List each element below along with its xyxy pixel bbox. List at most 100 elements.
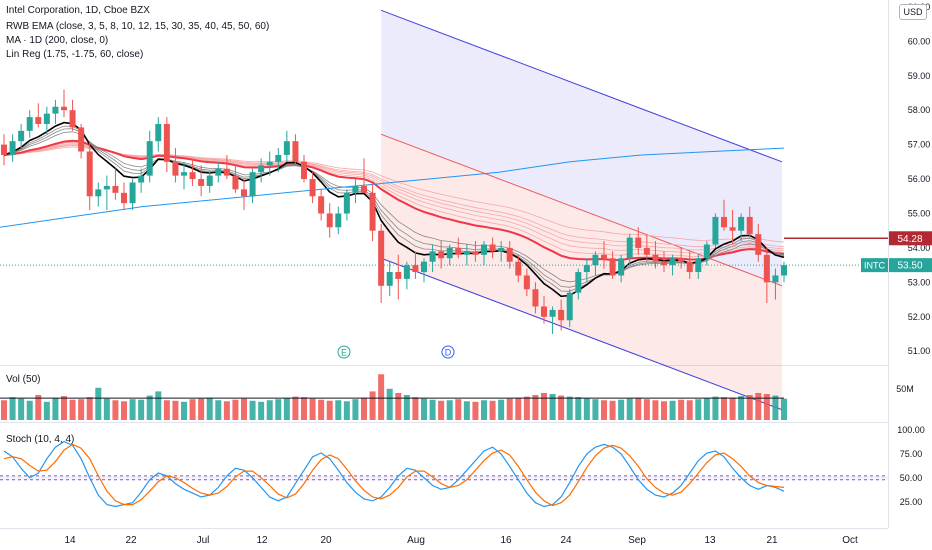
linreg-legend[interactable]: Lin Reg (1.75, -1.75, 60, close) — [6, 49, 144, 60]
ema-short-line — [3, 131, 785, 283]
candle-body — [515, 261, 522, 276]
candle — [712, 213, 719, 248]
candle — [498, 241, 505, 262]
volume-bar — [198, 398, 205, 420]
volume-bar — [746, 395, 753, 420]
candle-body — [206, 175, 213, 186]
ema-short-line — [3, 128, 785, 288]
linreg-lower-band — [381, 134, 782, 410]
last-price-text: 53.50 — [897, 261, 922, 272]
volume-bar — [138, 399, 145, 420]
price-tick-label: 51.00 — [908, 346, 931, 356]
price-tick-label: 59.00 — [908, 71, 931, 81]
candle — [326, 203, 333, 238]
linreg-center-line — [380, 133, 783, 287]
candle-body — [155, 123, 162, 142]
candle — [232, 165, 239, 193]
time-tick-label: Aug — [407, 535, 425, 546]
candle — [772, 268, 779, 300]
volume-pane-title[interactable]: Vol (50) — [6, 374, 41, 385]
candle — [206, 172, 213, 193]
time-tick-label: Sep — [628, 535, 646, 546]
ma-legend[interactable]: MA · 1D (200, close, 0) — [6, 35, 109, 46]
volume-bar — [575, 397, 582, 420]
volume-bar — [601, 400, 607, 420]
candle — [121, 182, 127, 211]
price-tick-label: 52.00 — [908, 312, 931, 322]
ticker-badge-text: INTC — [864, 261, 885, 271]
candle — [258, 158, 265, 183]
candle — [129, 179, 136, 211]
volume-bar — [429, 399, 436, 420]
volume-bar — [712, 396, 719, 420]
candle — [241, 179, 247, 211]
volume-bar — [403, 395, 410, 420]
candle — [635, 227, 642, 255]
candle-body — [129, 182, 136, 204]
currency-button[interactable]: USD — [899, 4, 927, 20]
candle-body — [138, 175, 145, 183]
candle — [515, 254, 522, 283]
candle-body — [52, 106, 59, 114]
volume-bar — [95, 387, 102, 420]
price-tick-label: 57.00 — [908, 140, 931, 150]
volume-bar — [335, 400, 342, 420]
candle-body — [43, 113, 50, 124]
candle — [549, 306, 556, 335]
price-tick-label: 60.00 — [908, 36, 931, 46]
ma-value-label: 54.28 — [889, 231, 932, 246]
candle-body — [378, 230, 385, 286]
time-tick-label: 12 — [256, 535, 268, 546]
candle-body — [429, 251, 436, 262]
volume-bar — [69, 399, 76, 420]
stoch-pane-title[interactable]: Stoch (10, 4, 4) — [6, 434, 75, 445]
candle-body — [652, 254, 659, 262]
price-tick-label: 56.00 — [908, 174, 931, 184]
candle — [523, 268, 530, 297]
candle-body — [455, 247, 462, 255]
volume-bar — [541, 392, 547, 420]
volume-bar — [361, 397, 367, 420]
candle-body — [661, 261, 667, 266]
candle-body — [78, 127, 85, 152]
volume-bar — [52, 398, 59, 420]
volume-bar — [506, 398, 513, 420]
candle-body — [721, 216, 727, 228]
candle-body — [669, 258, 676, 266]
ema-ribbon-line — [3, 146, 785, 243]
volume-bar — [241, 398, 247, 420]
candle — [335, 206, 342, 235]
candle-body — [523, 275, 530, 290]
candle — [463, 244, 470, 266]
volume-bar — [18, 398, 25, 420]
rwb-ema-legend[interactable]: RWB EMA (close, 3, 5, 8, 10, 12, 15, 30,… — [6, 21, 270, 32]
candle-body — [729, 227, 736, 231]
stoch-k-line — [3, 440, 785, 508]
candle — [446, 244, 453, 266]
dividend-marker-text: D — [445, 348, 452, 358]
candle-body — [1, 144, 7, 155]
candle-body — [35, 117, 42, 124]
volume-bar — [301, 397, 307, 420]
dividend-marker-circle — [441, 345, 455, 359]
stoch-d-line — [3, 443, 785, 507]
candle — [738, 213, 745, 242]
candle — [292, 134, 299, 166]
candle-body — [558, 309, 565, 321]
candle-body — [172, 161, 179, 176]
candle-body — [438, 251, 445, 259]
candle-body — [361, 185, 367, 193]
candle-body — [9, 141, 16, 155]
candle — [661, 251, 667, 273]
candle — [43, 106, 50, 135]
candle — [626, 234, 633, 266]
candle — [61, 89, 67, 118]
price-tick-label: 54.00 — [908, 243, 931, 253]
candle — [343, 189, 350, 221]
candle — [643, 234, 650, 262]
volume-bar — [163, 400, 170, 420]
candle-body — [566, 292, 573, 321]
candle-body — [575, 272, 582, 293]
candle — [686, 251, 693, 279]
